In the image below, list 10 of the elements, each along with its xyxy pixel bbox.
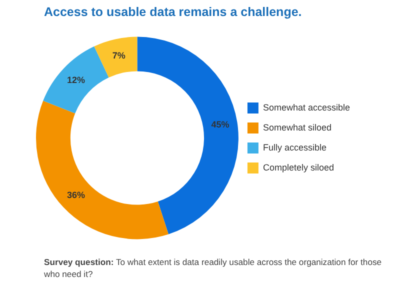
- chart-title: Access to usable data remains a challenge.: [44, 5, 302, 19]
- text: Survey question: To what extent is data readily usable across the organization for those who need it?: [44, 257, 382, 279]
- legend-label: Somewhat siloed: [262, 122, 332, 132]
- data-label: 45%: [211, 119, 230, 130]
- legend-label: Somewhat accessible: [262, 102, 350, 112]
- data-label: 12%: [66, 74, 85, 85]
- legend-label: Fully accessible: [262, 142, 326, 152]
- data-label: 36%: [66, 190, 85, 200]
- data-label: 7%: [112, 50, 126, 60]
- legend-label: Completely siloed: [262, 162, 334, 172]
